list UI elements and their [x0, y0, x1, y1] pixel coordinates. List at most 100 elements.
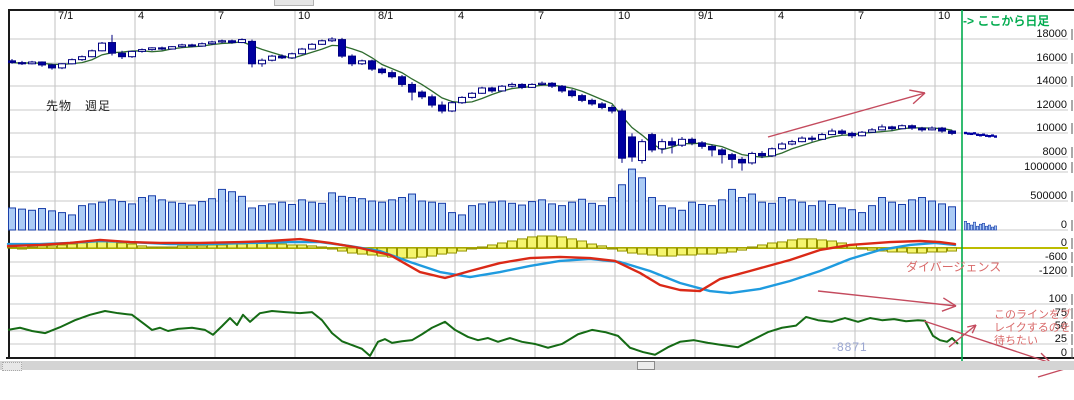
volume-bar [518, 204, 526, 231]
volume-bar [118, 201, 126, 231]
volume-bar [868, 205, 876, 231]
macd-histogram-bar [927, 247, 937, 253]
horizontal-scrollbar-track[interactable] [0, 361, 1074, 370]
y-axis-label: 100 [1049, 293, 1067, 305]
candle-body [818, 134, 826, 140]
volume-bar [508, 202, 516, 231]
candle-body [238, 39, 246, 44]
candle-body [778, 143, 786, 150]
daily-volume-bar [972, 221, 976, 231]
volume-bar [48, 210, 56, 231]
macd-histogram-bar [857, 247, 867, 250]
candle-body [308, 43, 316, 50]
daily-candle-mark [985, 134, 988, 137]
candle-body [468, 92, 476, 98]
macd-histogram-bar [937, 247, 947, 253]
daily-candle-mark [976, 133, 979, 136]
candle-body [168, 46, 176, 50]
macd-histogram-bar [107, 241, 117, 249]
volume-bar [928, 200, 936, 231]
y-axis-label: 1000000 [1024, 161, 1067, 173]
scrollbar-left-grip[interactable] [2, 362, 22, 371]
candle-body [648, 134, 656, 151]
volume-bar [478, 203, 486, 231]
volume-bar [568, 201, 576, 231]
daily-candle-mark [994, 135, 997, 138]
volume-bar [438, 202, 446, 231]
candle-body [118, 52, 126, 58]
candle-body [138, 49, 146, 52]
macd-histogram-bar [187, 245, 197, 249]
volume-bar [258, 205, 266, 231]
macd-histogram-bar [457, 247, 467, 252]
macd-histogram-bar [567, 238, 577, 249]
candle-body [418, 91, 426, 98]
volume-bar [918, 197, 926, 231]
volume-bar [678, 209, 686, 231]
macd-histogram-bar [167, 246, 177, 249]
breakout-note-line2: レイクするのを [994, 322, 1071, 334]
daily-candle-mark [973, 132, 976, 135]
candle-body [58, 63, 66, 69]
macd-histogram-bar [57, 244, 67, 249]
macd-histogram-bar [417, 247, 427, 258]
candle-body [788, 141, 796, 145]
macd-histogram-bar [727, 247, 737, 253]
candle-body [248, 40, 256, 65]
candle-body [498, 85, 506, 92]
candle-body [98, 42, 106, 52]
macd-histogram-bar [947, 247, 957, 252]
candle-body [228, 40, 236, 44]
candle-body [578, 95, 586, 101]
y-axis-label: 16000 [1036, 52, 1067, 64]
candle-body [928, 127, 936, 131]
candle-body [658, 141, 666, 150]
macd-histogram-bar [577, 240, 587, 249]
horizontal-scrollbar-thumb[interactable] [637, 361, 655, 370]
candle-body [338, 39, 346, 57]
candle-body [318, 40, 326, 45]
candle-body [868, 129, 876, 133]
macd-histogram-bar [797, 238, 807, 249]
macd-histogram-bar [627, 247, 637, 254]
volume-bar [388, 199, 396, 231]
candle-body [888, 126, 896, 130]
macd-histogram-bar [177, 245, 187, 249]
volume-bar [308, 201, 316, 231]
volume-bar [668, 207, 676, 231]
macd-histogram-bar [717, 247, 727, 254]
candle-body [328, 38, 336, 42]
volume-bar [318, 202, 326, 231]
macd-histogram-bar [497, 242, 507, 249]
x-axis-label: 7 [858, 10, 864, 22]
macd-histogram-bar [777, 241, 787, 249]
volume-bar [638, 177, 646, 231]
y-axis-label: 500000 [1030, 190, 1067, 202]
macd-histogram-bar [867, 247, 877, 251]
volume-bar [8, 207, 16, 231]
volume-bar [648, 197, 656, 231]
volume-bar [378, 201, 386, 231]
volume-bar [908, 199, 916, 231]
candle-body [758, 152, 766, 157]
macd-histogram-bar [697, 247, 707, 255]
volume-bar [728, 188, 736, 231]
volume-bar [368, 200, 376, 231]
macd-histogram-bar [67, 243, 77, 249]
daily-volume-bar [963, 221, 967, 231]
x-axis-label: 8/1 [378, 10, 393, 22]
candle-body [588, 99, 596, 105]
candle-body [358, 60, 366, 65]
volume-bar [408, 193, 416, 231]
volume-bar [218, 188, 226, 231]
volume-bar [98, 201, 106, 231]
macd-histogram-bar [667, 247, 677, 257]
candle-body [848, 132, 856, 137]
volume-bar [398, 197, 406, 231]
y-axis-label: 10000 [1036, 122, 1067, 134]
volume-bar [578, 198, 586, 231]
macd-histogram-bar [517, 238, 527, 249]
daily-candle-mark [988, 134, 991, 138]
oscillator-line [7, 310, 959, 357]
